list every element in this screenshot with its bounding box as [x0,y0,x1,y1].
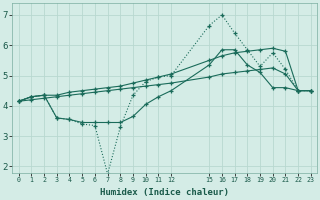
X-axis label: Humidex (Indice chaleur): Humidex (Indice chaleur) [100,188,229,197]
